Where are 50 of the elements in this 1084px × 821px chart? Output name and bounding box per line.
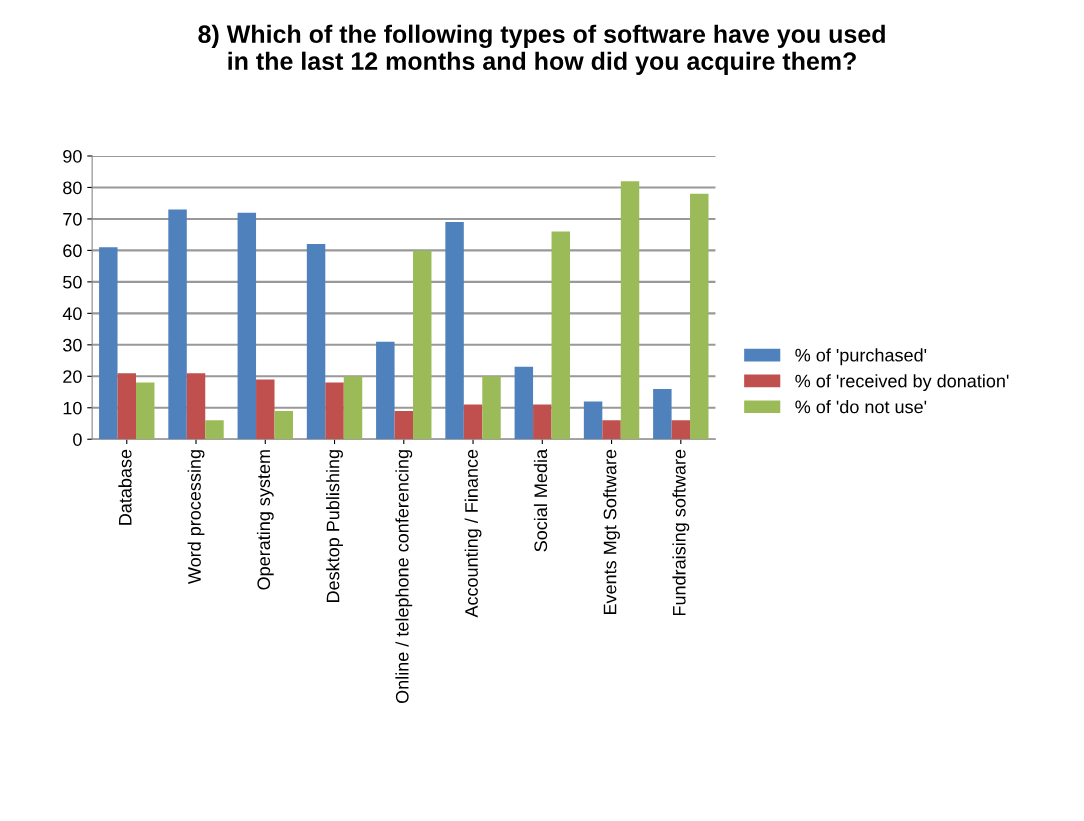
y-tick-label: 60 xyxy=(63,244,82,258)
x-tick-label: Desktop Publishing xyxy=(326,450,343,603)
x-tick-label: Social Media xyxy=(533,448,548,552)
bar xyxy=(168,209,187,440)
x-tick-label: Operating system xyxy=(256,450,274,590)
bar xyxy=(376,341,395,440)
bar xyxy=(237,212,257,440)
bar xyxy=(256,379,275,440)
bar xyxy=(602,420,621,440)
bar xyxy=(620,181,640,440)
bar xyxy=(514,366,534,440)
bar xyxy=(343,376,363,440)
bar xyxy=(117,373,136,440)
chart-title: 8) Which of the following types of software have you used in the last 12 months and how did you acquire them? xyxy=(198,24,885,75)
y-tick-label: 70 xyxy=(63,212,82,226)
bar xyxy=(274,410,293,440)
y-tick-label: 30 xyxy=(63,338,82,352)
y-tick-label: 90 xyxy=(63,149,82,163)
bar xyxy=(533,404,552,440)
bar xyxy=(482,376,501,440)
y-tick-label: 10 xyxy=(63,401,82,415)
y-tick-label: 20 xyxy=(63,370,82,384)
bar xyxy=(690,193,709,440)
bar xyxy=(394,410,414,440)
y-tick-label: 0 xyxy=(73,433,82,446)
x-tick-label: Fundraising software xyxy=(672,449,690,616)
bar xyxy=(413,250,432,440)
bar xyxy=(583,401,603,440)
legend-label: % of 'purchased' xyxy=(795,348,927,366)
bar xyxy=(551,231,570,440)
bar xyxy=(325,382,344,440)
bar xyxy=(653,388,672,440)
bar xyxy=(445,222,464,440)
legend-label: % of 'do not use' xyxy=(795,400,927,414)
x-tick-label: Accounting / Finance xyxy=(464,449,482,618)
x-tick-label: Events Mgt Software xyxy=(603,449,620,615)
bar xyxy=(136,382,155,440)
bar xyxy=(186,373,206,440)
bar xyxy=(99,247,118,440)
bar xyxy=(463,404,483,440)
x-tick-label: Word processing xyxy=(187,450,205,585)
x-tick-label: Database xyxy=(118,449,132,525)
bar xyxy=(306,244,326,440)
legend-label: % of 'received by donation' xyxy=(795,374,1009,391)
bar xyxy=(671,420,691,440)
x-tick-label: Online / telephone conferencing xyxy=(395,450,413,704)
y-tick-label: 50 xyxy=(63,275,82,289)
y-tick-label: 80 xyxy=(63,181,82,195)
bar xyxy=(205,420,224,440)
y-tick-label: 40 xyxy=(62,307,82,321)
